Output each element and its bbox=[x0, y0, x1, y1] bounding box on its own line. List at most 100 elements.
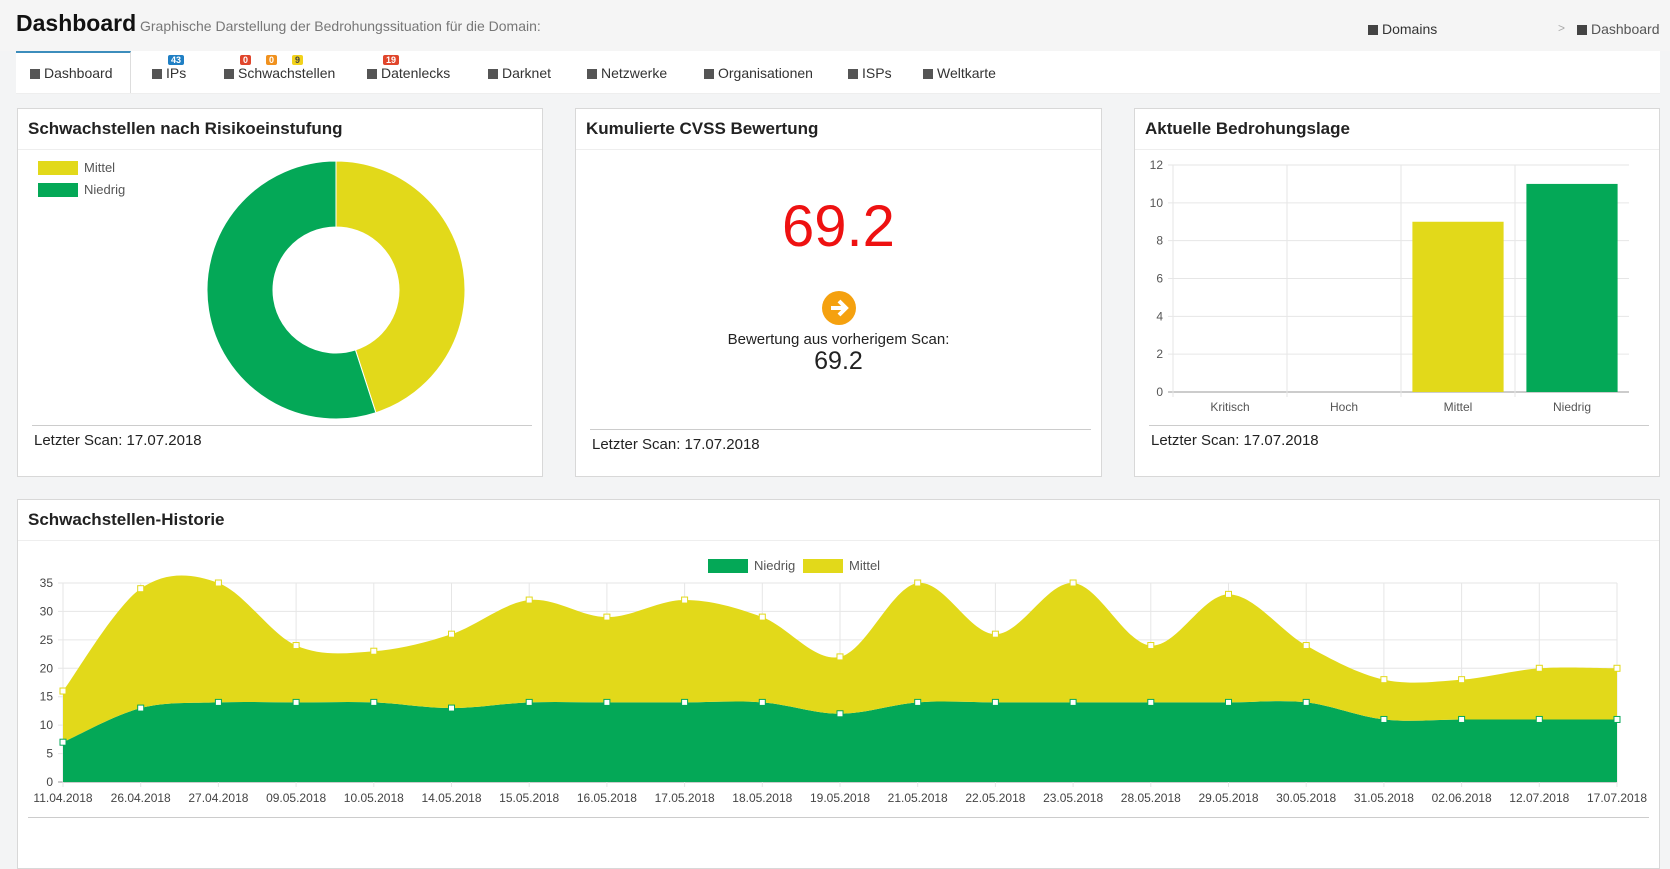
panel-footer-line bbox=[28, 817, 1649, 830]
point bbox=[758, 698, 766, 706]
point bbox=[1147, 698, 1155, 706]
breadcrumb-item[interactable]: Dashboard bbox=[1577, 21, 1660, 37]
x-tick-label: 21.05.2018 bbox=[888, 791, 948, 805]
badge: 0 bbox=[240, 55, 252, 65]
tab[interactable]: Schwachstellen 0 0 9 bbox=[224, 55, 336, 81]
point bbox=[1225, 698, 1232, 706]
y-tick-label: 10 bbox=[1150, 196, 1164, 210]
point bbox=[1535, 664, 1543, 672]
tab-label: Datenlecks bbox=[381, 65, 451, 81]
x-tick-label: Mittel bbox=[1444, 400, 1473, 414]
tab-icon bbox=[224, 69, 234, 79]
x-tick-label: 12.07.2018 bbox=[1509, 791, 1569, 805]
x-tick-label: 15.05.2018 bbox=[499, 791, 559, 805]
y-tick-label: 8 bbox=[1156, 234, 1163, 248]
y-tick-label: 4 bbox=[1156, 309, 1163, 323]
badge: 19 bbox=[383, 55, 400, 65]
y-tick-label: 20 bbox=[40, 661, 54, 675]
tab[interactable]: ISPs bbox=[848, 65, 892, 81]
point bbox=[1069, 698, 1077, 706]
tab[interactable]: Weltkarte bbox=[923, 65, 996, 81]
legend-label: Mittel bbox=[84, 160, 115, 175]
x-tick-label: 18.05.2018 bbox=[732, 791, 792, 805]
point bbox=[1069, 579, 1077, 587]
x-tick-label: 28.05.2018 bbox=[1121, 791, 1181, 805]
tab-icon bbox=[152, 69, 162, 79]
tab[interactable]: Netzwerke bbox=[587, 65, 667, 81]
active-tab-indicator bbox=[16, 51, 131, 93]
panel-title: Kumulierte CVSS Bewertung bbox=[586, 119, 819, 138]
tab-icon bbox=[367, 69, 377, 79]
point bbox=[370, 647, 378, 655]
tab[interactable]: Organisationen bbox=[704, 65, 813, 81]
tab[interactable]: Dashboard bbox=[30, 65, 113, 81]
x-tick-label: 11.04.2018 bbox=[33, 791, 92, 805]
x-tick-label: 17.05.2018 bbox=[655, 791, 715, 805]
x-tick-label: 14.05.2018 bbox=[421, 791, 481, 805]
x-tick-label: 10.05.2018 bbox=[344, 791, 404, 805]
y-tick-label: 0 bbox=[46, 775, 53, 789]
y-tick-label: 0 bbox=[1156, 385, 1163, 399]
point bbox=[525, 596, 533, 604]
tab-label: Schwachstellen bbox=[238, 65, 336, 81]
tab[interactable]: Darknet bbox=[488, 65, 551, 81]
divider bbox=[18, 149, 542, 150]
tab-label: Darknet bbox=[502, 65, 552, 81]
x-tick-label: 27.04.2018 bbox=[188, 791, 248, 805]
tab-icon bbox=[704, 69, 714, 79]
tab[interactable]: Datenlecks 19 bbox=[367, 55, 451, 81]
area bbox=[63, 701, 1617, 782]
cvss-score: 69.2 bbox=[782, 194, 895, 259]
panel: Schwachstellen-Historie 0 5 10 15 20 25 30 35 11.… bbox=[17, 499, 1660, 869]
point bbox=[681, 698, 689, 706]
y-tick-label: 10 bbox=[40, 718, 54, 732]
legend-label: Niedrig bbox=[84, 182, 125, 197]
point bbox=[758, 613, 766, 621]
panel-title: Aktuelle Bedrohungslage bbox=[1145, 119, 1350, 138]
donut-slice bbox=[335, 160, 466, 414]
tab-label: Dashboard bbox=[44, 65, 113, 81]
badge: 0 bbox=[266, 55, 278, 65]
panel-title: Schwachstellen-Historie bbox=[28, 510, 225, 529]
panel-footer: Letzter Scan: 17.07.2018 bbox=[1149, 425, 1649, 455]
tab[interactable]: IPs 43 bbox=[152, 55, 186, 81]
tab-icon bbox=[488, 69, 498, 79]
y-tick-label: 2 bbox=[1156, 347, 1163, 361]
previous-score: 69.2 bbox=[814, 347, 863, 375]
point bbox=[525, 698, 533, 706]
tab-label: Organisationen bbox=[718, 65, 813, 81]
x-tick-label: 17.07.2018 bbox=[1587, 791, 1647, 805]
y-tick-label: 35 bbox=[40, 576, 54, 590]
point bbox=[1458, 676, 1466, 684]
legend-label: Mittel bbox=[849, 558, 880, 573]
point bbox=[1458, 715, 1466, 723]
point bbox=[991, 698, 999, 706]
divider bbox=[576, 149, 1101, 150]
point bbox=[681, 596, 689, 604]
panel: Kumulierte CVSS Bewertung 69.2 Bewertung… bbox=[575, 108, 1102, 477]
point bbox=[1302, 642, 1310, 650]
breadcrumb-item[interactable]: Domains bbox=[1368, 21, 1437, 37]
point bbox=[603, 698, 611, 706]
legend-swatch bbox=[38, 183, 78, 197]
y-tick-label: 25 bbox=[40, 633, 54, 647]
point bbox=[991, 630, 999, 638]
point bbox=[448, 704, 455, 712]
legend-swatch bbox=[38, 161, 78, 175]
legend-label: Niedrig bbox=[754, 558, 795, 573]
bar bbox=[1526, 183, 1618, 392]
point bbox=[1380, 676, 1388, 684]
y-tick-label: 6 bbox=[1156, 272, 1163, 286]
tab-icon bbox=[587, 69, 597, 79]
x-tick-label: 30.05.2018 bbox=[1276, 791, 1336, 805]
y-tick-label: 30 bbox=[40, 604, 54, 618]
x-tick-label: 23.05.2018 bbox=[1043, 791, 1103, 805]
tab-icon bbox=[923, 69, 933, 79]
point bbox=[292, 642, 300, 650]
point bbox=[137, 704, 145, 712]
x-tick-label: 22.05.2018 bbox=[965, 791, 1025, 805]
page-subtitle: Graphische Darstellung der Bedrohungssit… bbox=[140, 18, 541, 34]
tab-icon bbox=[30, 69, 40, 79]
point bbox=[214, 579, 222, 587]
